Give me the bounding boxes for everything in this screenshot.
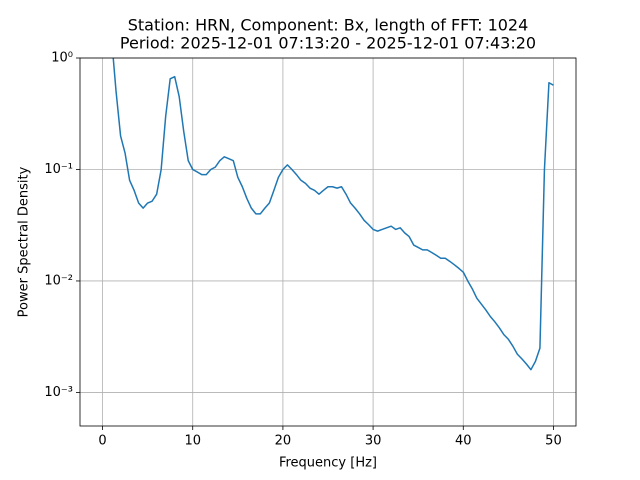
x-tick-label: 10 <box>184 434 201 449</box>
y-tick-label: 10⁻³ <box>44 385 73 400</box>
y-tick-label: 10⁰ <box>51 51 73 66</box>
y-tick-label: 10⁻² <box>44 273 73 288</box>
chart-title: Station: HRN, Component: Bx, length of F… <box>128 16 529 35</box>
plot-area <box>112 58 554 371</box>
chart-subtitle: Period: 2025-12-01 07:13:20 - 2025-12-01… <box>120 34 536 53</box>
x-tick-label: 0 <box>98 434 106 449</box>
x-tick-label: 30 <box>365 434 382 449</box>
y-axis-label: Power Spectral Density <box>17 166 32 317</box>
y-tick-label: 10⁻¹ <box>44 162 73 177</box>
x-axis-label: Frequency [Hz] <box>279 456 377 471</box>
x-tick-label: 20 <box>275 434 292 449</box>
x-tick-label: 50 <box>545 434 562 449</box>
grid <box>80 57 576 426</box>
data-line <box>112 58 554 371</box>
x-tick-label: 40 <box>455 434 472 449</box>
axes-frame <box>79 57 577 427</box>
